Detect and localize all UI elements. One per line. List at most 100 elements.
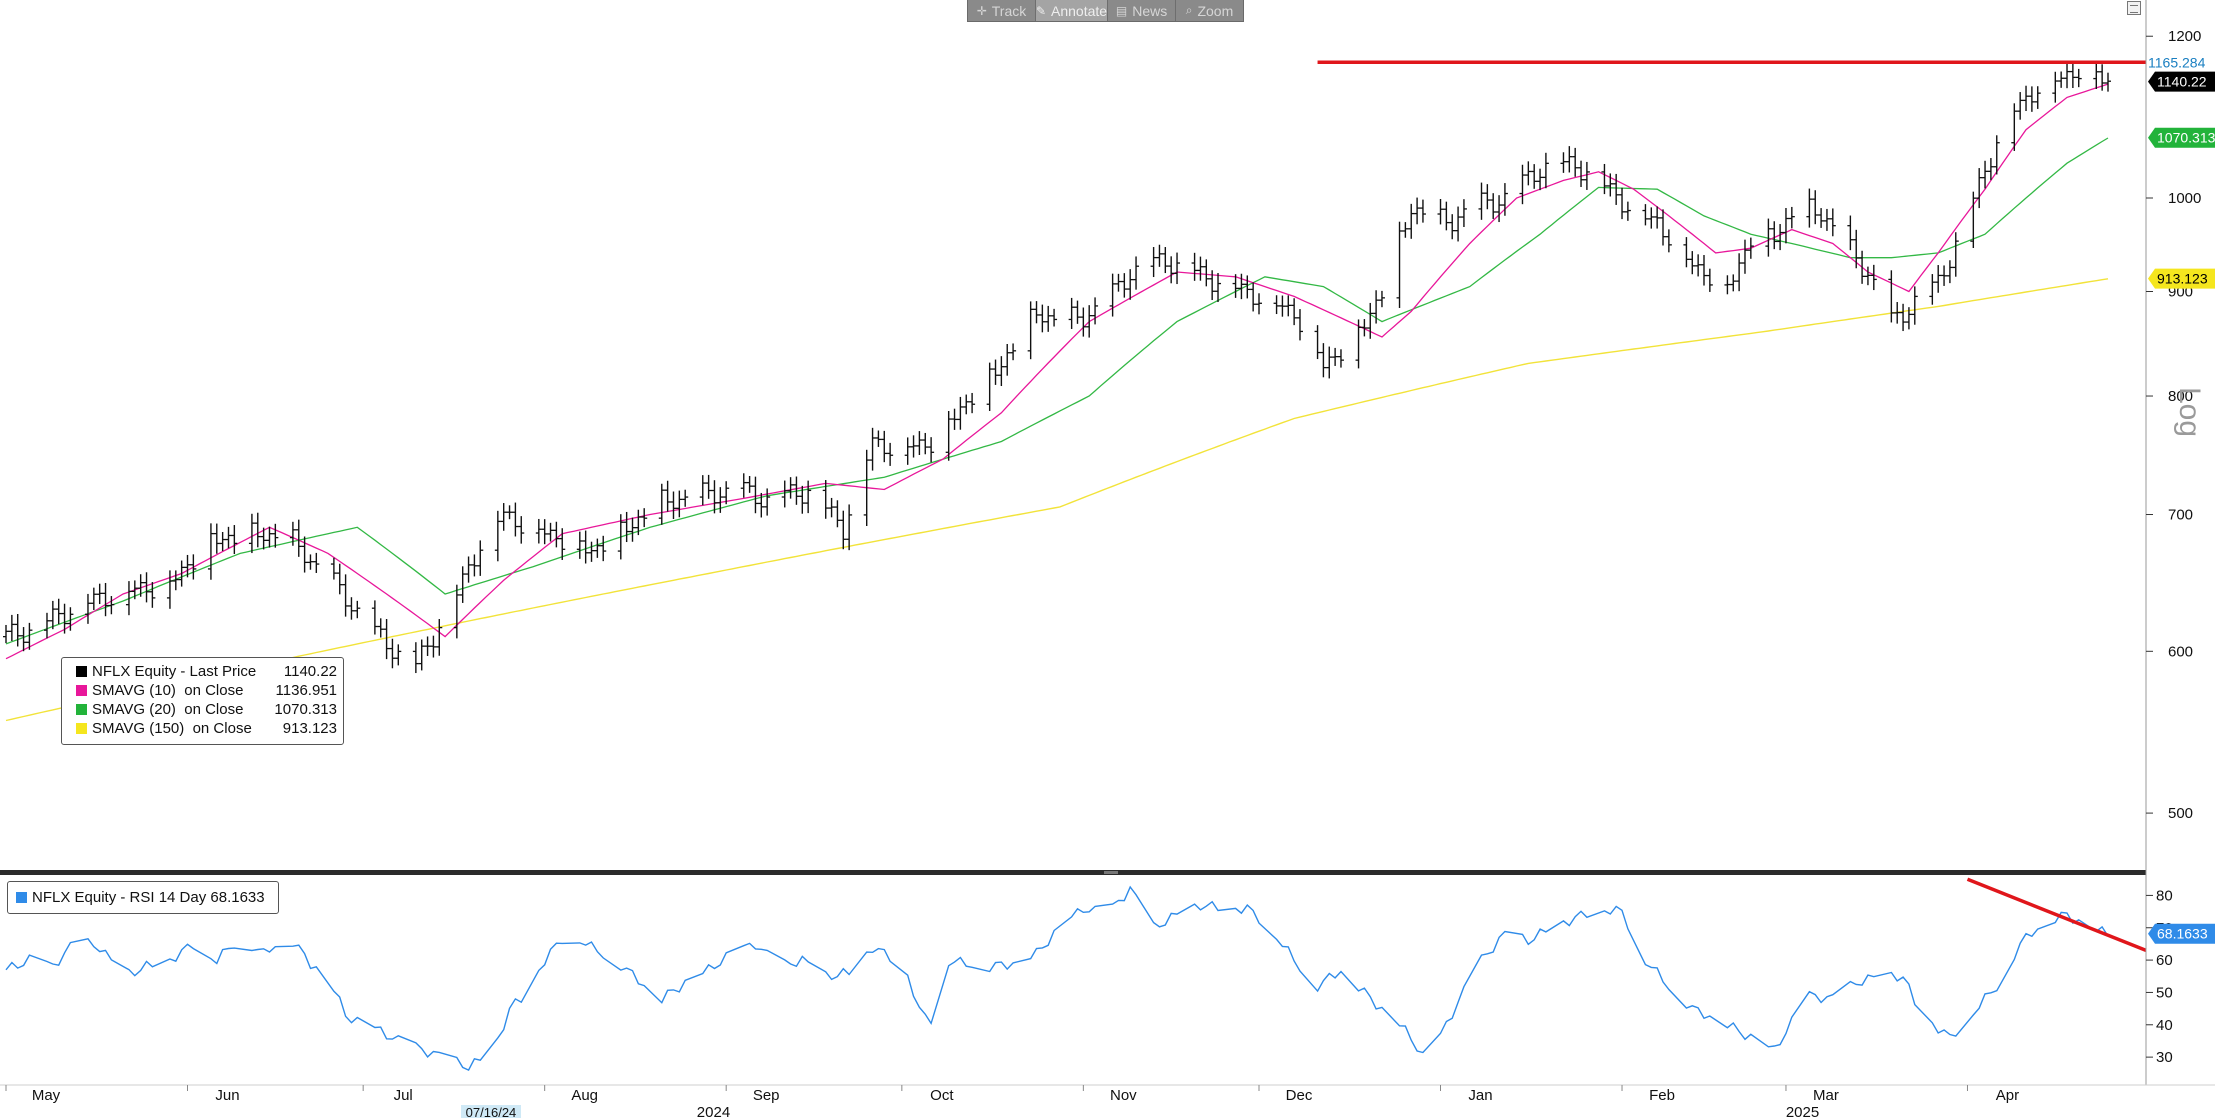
price-bar <box>541 519 548 545</box>
price-bar <box>471 554 478 577</box>
price-bar <box>266 526 273 548</box>
price-bar <box>986 362 993 411</box>
price-bar <box>1982 160 1989 189</box>
track-button[interactable]: ✛ Track <box>968 0 1036 21</box>
price-bar <box>969 392 976 414</box>
price-bar <box>787 477 794 499</box>
price-bar <box>887 442 894 466</box>
price-bar <box>342 574 349 617</box>
price-bar <box>213 523 220 554</box>
price-bar <box>1460 199 1467 227</box>
price-bar <box>43 612 50 639</box>
price-bar <box>1232 274 1239 298</box>
track-button-label: Track <box>991 2 1027 19</box>
price-bar <box>1133 256 1140 290</box>
price-bar <box>1501 183 1508 216</box>
price-bar <box>254 512 261 548</box>
price-bar <box>623 511 630 543</box>
price-bar <box>1829 208 1836 237</box>
price-bar <box>55 598 62 625</box>
price-bar <box>131 580 138 600</box>
magnifier-icon: ⌕ <box>1185 3 1193 17</box>
price-bar <box>1911 286 1918 325</box>
legend-swatch <box>16 892 27 903</box>
price-bar <box>383 619 390 660</box>
price-bar <box>1355 319 1362 369</box>
rsi-axis-tag-box <box>2148 923 2215 944</box>
x-date-marker-label: 07/16/24 <box>466 1105 517 1118</box>
price-bar <box>1437 198 1444 225</box>
price-bar <box>2023 85 2030 112</box>
price-bar <box>453 584 460 639</box>
price-bar <box>846 504 853 551</box>
price-bar <box>190 554 197 580</box>
chart-toolbar: ✛ Track ✎ Annotate ▤ News ⌕ Zoom <box>967 0 1244 22</box>
price-legend[interactable]: NFLX Equity - Last Price 1140.22 SMAVG (… <box>61 657 344 745</box>
x-tick-label: Sep <box>753 1087 780 1104</box>
price-bar <box>1127 269 1134 300</box>
price-bar <box>2017 92 2024 120</box>
price-bar <box>916 431 923 456</box>
price-bar <box>1156 244 1163 267</box>
price-bar <box>717 487 724 513</box>
price-axis-tag-box <box>2148 71 2215 92</box>
price-bar <box>664 480 671 512</box>
x-date-marker-box <box>460 1105 521 1118</box>
price-bar <box>746 475 753 493</box>
price-bar <box>957 396 964 430</box>
price-bar <box>1905 307 1912 330</box>
rsi-tick-label: 60 <box>2156 952 2173 969</box>
price-bar <box>1408 203 1415 239</box>
rsi-legend[interactable]: NFLX Equity - RSI 14 Day 68.1633 <box>7 881 279 914</box>
news-button[interactable]: ▤ News <box>1108 0 1177 21</box>
y-tick-label: 600 <box>2168 643 2193 660</box>
price-bar <box>3 624 9 644</box>
y-tick-label: 700 <box>2168 507 2193 524</box>
price-bar <box>1285 295 1292 317</box>
sma10-line <box>5 83 2109 660</box>
price-bar <box>758 492 765 518</box>
legend-series-value: 913.123 <box>282 720 337 737</box>
x-year-label: 2025 <box>1786 1104 1819 1118</box>
rsi-trend-line <box>1966 877 2147 953</box>
legend-swatch <box>76 685 87 696</box>
price-axis-tag-text: 1070.313 <box>2157 130 2215 146</box>
price-bar <box>67 607 74 631</box>
price-bar <box>348 597 355 620</box>
price-bar <box>740 473 747 498</box>
price-bar <box>231 525 238 555</box>
price-bar <box>1601 163 1608 195</box>
price-bar <box>1443 201 1450 231</box>
x-tick-label: Jan <box>1468 1087 1492 1104</box>
pencil-icon: ✎ <box>1035 3 1047 18</box>
price-bar <box>49 600 56 630</box>
price-bar <box>1496 195 1503 223</box>
rsi-tick-label: 30 <box>2156 1049 2173 1066</box>
price-bar <box>225 526 232 549</box>
annotate-button[interactable]: ✎ Annotate <box>1035 0 1109 21</box>
x-tick-label: Apr <box>1996 1087 2019 1104</box>
price-bar <box>881 430 888 463</box>
price-bar <box>2011 103 2018 151</box>
price-bar <box>1566 146 1573 173</box>
price-bar <box>682 489 689 507</box>
chart-settings-icon[interactable] <box>2127 1 2141 15</box>
price-bar <box>1215 273 1222 303</box>
price-bar <box>1782 207 1789 244</box>
price-bar <box>992 359 999 385</box>
price-bar <box>869 427 876 471</box>
price-bar <box>1320 343 1327 378</box>
price-axis-tag: 1165.284 <box>2148 54 2206 70</box>
price-bar <box>219 532 226 552</box>
price-bar <box>904 437 911 465</box>
price-bar <box>418 639 425 671</box>
price-bar <box>1724 275 1731 295</box>
x-tick-label: Jul <box>394 1087 413 1104</box>
zoom-button[interactable]: ⌕ Zoom <box>1176 0 1243 21</box>
x-tick-label: Dec <box>1286 1087 1313 1104</box>
price-bar <box>395 644 402 666</box>
price-bar <box>998 356 1005 387</box>
price-bar <box>295 519 302 557</box>
price-bar <box>928 437 935 463</box>
